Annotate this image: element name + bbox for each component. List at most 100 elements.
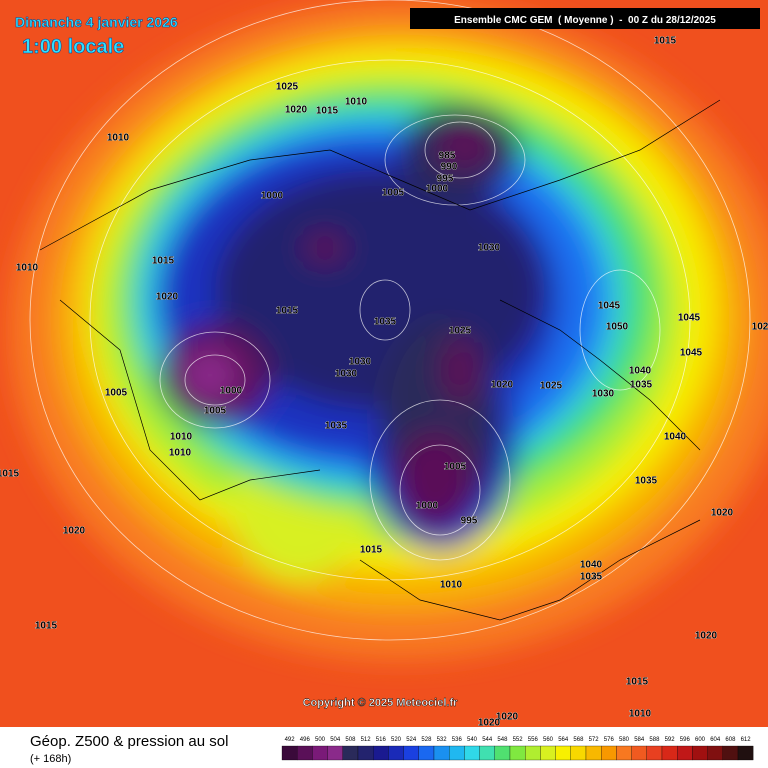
scale-label: 600 bbox=[695, 737, 706, 743]
pressure-label: 985 bbox=[439, 151, 456, 162]
pressure-label: 1035 bbox=[630, 380, 653, 391]
scale-label: 560 bbox=[543, 737, 554, 743]
time: 1:00 locale bbox=[22, 36, 124, 58]
geopotential-field bbox=[0, 0, 768, 727]
pressure-label: 1045 bbox=[598, 301, 621, 312]
scale-label: 512 bbox=[361, 737, 372, 743]
pressure-label: 990 bbox=[441, 162, 458, 173]
scale-cell bbox=[342, 745, 359, 761]
scale-label: 592 bbox=[665, 737, 676, 743]
scale-cell bbox=[433, 745, 450, 761]
scale-cell bbox=[418, 745, 435, 761]
pressure-label: 1020 bbox=[711, 508, 734, 519]
pressure-label: 1030 bbox=[335, 369, 358, 380]
scale-cell bbox=[357, 745, 374, 761]
pressure-label: 1010 bbox=[629, 709, 652, 720]
pressure-label: 1025 bbox=[449, 326, 472, 337]
scale-label: 608 bbox=[725, 737, 736, 743]
scale-cell bbox=[661, 745, 678, 761]
pressure-label: 1010 bbox=[169, 448, 192, 459]
scale-label: 492 bbox=[285, 737, 296, 743]
date: Dimanche 4 janvier 2026 bbox=[15, 14, 178, 30]
scale-label: 568 bbox=[573, 737, 584, 743]
scale-cell bbox=[449, 745, 465, 761]
scale-cell bbox=[540, 745, 556, 761]
scale-label: 564 bbox=[558, 737, 569, 743]
pressure-label: 1030 bbox=[478, 243, 501, 254]
scale-label: 536 bbox=[452, 737, 463, 743]
pressure-label: 1000 bbox=[416, 501, 439, 512]
pressure-label: 1035 bbox=[635, 476, 658, 487]
pressure-label: 1020 bbox=[695, 631, 718, 642]
scale-cell bbox=[601, 745, 617, 761]
pressure-label: 1005 bbox=[204, 406, 227, 417]
pressure-label: 1025 bbox=[540, 381, 563, 392]
scale-cell bbox=[585, 745, 602, 761]
scale-label: 540 bbox=[467, 737, 478, 743]
pressure-label: 1005 bbox=[444, 462, 467, 473]
scale-label: 504 bbox=[330, 737, 341, 743]
pressure-label: 1015 bbox=[0, 469, 20, 480]
pressure-label: 1025 bbox=[276, 82, 299, 93]
scale-label: 516 bbox=[376, 737, 387, 743]
pressure-label: 1015 bbox=[35, 621, 58, 632]
pressure-label: 1005 bbox=[382, 188, 405, 199]
copyright: Copyright © 2025 Meteociel.fr bbox=[303, 697, 459, 709]
scale-cell bbox=[281, 745, 298, 761]
pressure-label: 1010 bbox=[440, 580, 463, 591]
scale-cell bbox=[555, 745, 571, 761]
pressure-label: 1010 bbox=[107, 133, 130, 144]
scale-label: 532 bbox=[437, 737, 448, 743]
scale-cell bbox=[373, 745, 389, 761]
pressure-label: 1020 bbox=[496, 712, 519, 723]
pressure-label: 1035 bbox=[580, 572, 603, 583]
scale-label: 612 bbox=[741, 737, 752, 743]
scale-cell bbox=[509, 745, 526, 761]
pressure-label: 102 bbox=[752, 322, 768, 333]
scale-cell bbox=[646, 745, 663, 761]
scale-label: 548 bbox=[497, 737, 508, 743]
scale-label: 580 bbox=[619, 737, 630, 743]
scale-cell bbox=[388, 745, 404, 761]
pressure-label: 1015 bbox=[316, 106, 339, 117]
pressure-label: 1015 bbox=[276, 306, 299, 317]
scale-label: 524 bbox=[406, 737, 417, 743]
scale-cell bbox=[494, 745, 511, 761]
pressure-label: 1020 bbox=[63, 526, 86, 537]
scale-cell bbox=[297, 745, 313, 761]
scale-cell bbox=[677, 745, 693, 761]
scale-cell bbox=[403, 745, 419, 761]
pressure-label: 1020 bbox=[285, 105, 308, 116]
scale-cell bbox=[570, 745, 587, 761]
footer-subtitle: (+ 168h) bbox=[30, 753, 71, 765]
scale-cell bbox=[312, 745, 328, 761]
pressure-label: 995 bbox=[461, 516, 478, 527]
pressure-label: 1000 bbox=[261, 191, 284, 202]
pressure-label: 1050 bbox=[606, 322, 629, 333]
pressure-label: 1000 bbox=[426, 184, 449, 195]
model-box bbox=[410, 8, 760, 29]
model-title: Ensemble CMC GEM ( Moyenne ) - 00 Z du 2… bbox=[454, 15, 716, 26]
scale-label: 584 bbox=[634, 737, 645, 743]
scale-label: 496 bbox=[300, 737, 311, 743]
pressure-label: 1020 bbox=[478, 718, 501, 729]
footer-title: Géop. Z500 & pression au sol bbox=[30, 733, 228, 750]
pressure-label: 1020 bbox=[156, 292, 179, 303]
scale-label: 556 bbox=[528, 737, 539, 743]
scale-cell bbox=[479, 745, 495, 761]
scale-cell bbox=[722, 745, 739, 761]
pressure-label: 1010 bbox=[16, 263, 39, 274]
scale-cell bbox=[464, 745, 480, 761]
scale-label: 552 bbox=[513, 737, 524, 743]
scale-label: 604 bbox=[710, 737, 721, 743]
scale-cell bbox=[707, 745, 723, 761]
scale-label: 576 bbox=[604, 737, 615, 743]
pressure-label: 1040 bbox=[580, 560, 603, 571]
pressure-label: 1040 bbox=[629, 366, 652, 377]
pressure-label: 1045 bbox=[678, 313, 701, 324]
pressure-label: 1020 bbox=[491, 380, 514, 391]
pressure-label: 1040 bbox=[664, 432, 687, 443]
scale-label: 508 bbox=[345, 737, 356, 743]
scale-cell bbox=[525, 745, 541, 761]
